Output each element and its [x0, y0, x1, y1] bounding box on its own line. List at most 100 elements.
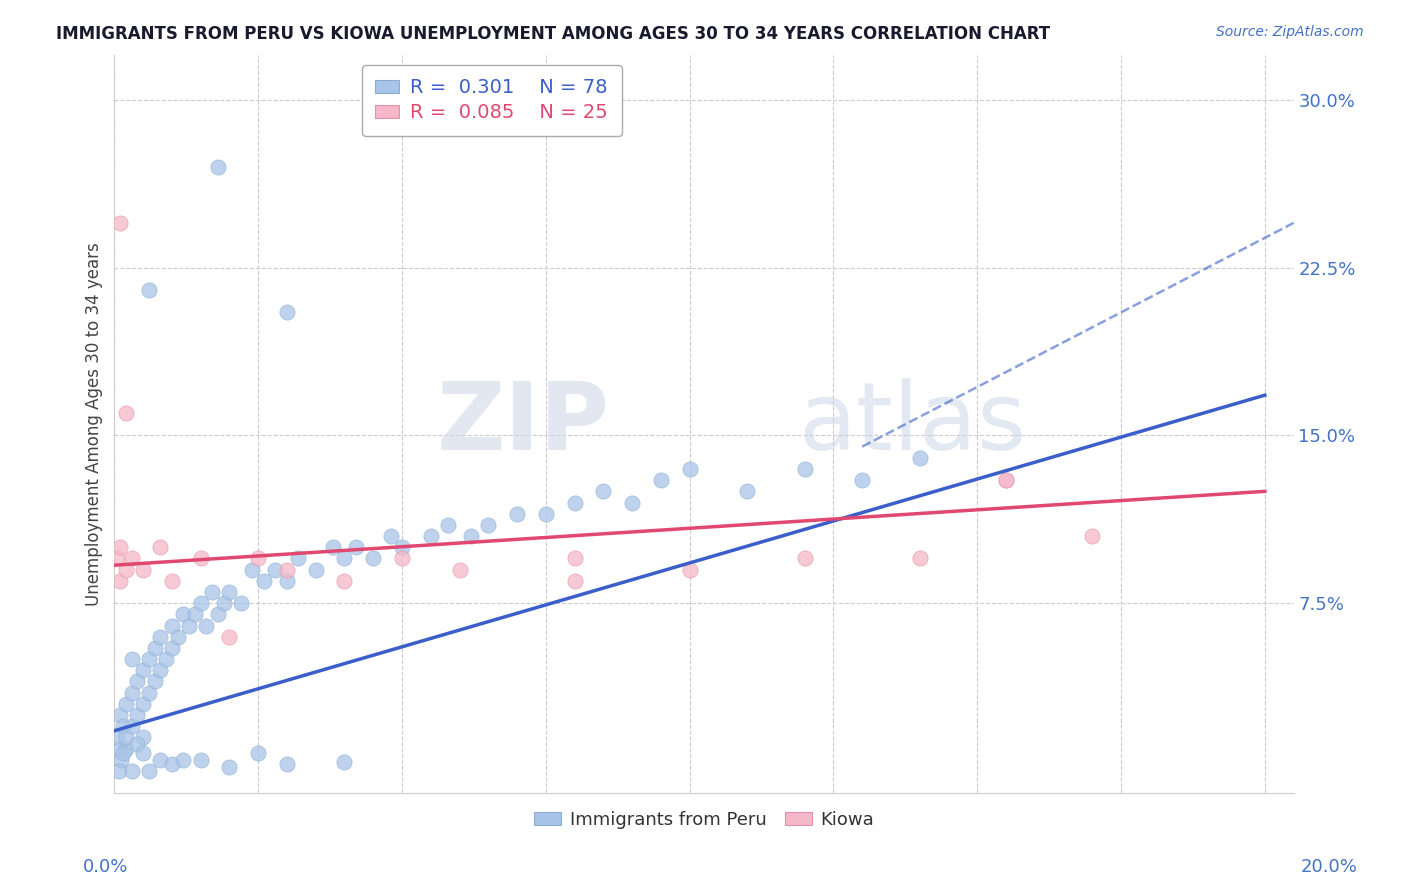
Immigrants from Peru	[564, 495, 586, 509]
Immigrants from Peru	[132, 731, 155, 745]
Immigrants from Peru	[149, 663, 172, 677]
Immigrants from Peru	[391, 541, 413, 555]
Immigrants from Peru	[380, 529, 402, 543]
Immigrants from Peru	[108, 741, 131, 756]
Immigrants from Peru	[264, 563, 287, 577]
Kiowa	[247, 551, 270, 566]
Immigrants from Peru	[851, 473, 873, 487]
Immigrants from Peru	[650, 473, 672, 487]
Kiowa	[276, 563, 298, 577]
Immigrants from Peru	[437, 517, 460, 532]
Immigrants from Peru	[460, 529, 482, 543]
Kiowa	[564, 551, 586, 566]
Kiowa	[995, 473, 1018, 487]
Kiowa	[391, 551, 413, 566]
Immigrants from Peru	[160, 640, 183, 655]
Kiowa	[108, 574, 131, 588]
Immigrants from Peru	[212, 596, 235, 610]
Immigrants from Peru	[149, 753, 172, 767]
Kiowa	[449, 563, 471, 577]
Immigrants from Peru	[201, 585, 224, 599]
Immigrants from Peru	[333, 551, 356, 566]
Immigrants from Peru	[253, 574, 276, 588]
Immigrants from Peru	[735, 484, 758, 499]
Immigrants from Peru	[361, 551, 384, 566]
Immigrants from Peru	[247, 746, 270, 760]
Immigrants from Peru	[115, 731, 138, 745]
Immigrants from Peru	[127, 737, 149, 751]
Immigrants from Peru	[242, 563, 264, 577]
Immigrants from Peru	[190, 596, 212, 610]
Immigrants from Peru	[105, 731, 128, 745]
Immigrants from Peru	[121, 686, 143, 700]
Immigrants from Peru	[112, 746, 135, 760]
Kiowa	[160, 574, 183, 588]
Kiowa	[564, 574, 586, 588]
Immigrants from Peru	[172, 607, 194, 622]
Immigrants from Peru	[344, 541, 367, 555]
Immigrants from Peru	[333, 755, 356, 769]
Immigrants from Peru	[276, 574, 298, 588]
Immigrants from Peru	[115, 697, 138, 711]
Immigrants from Peru	[112, 719, 135, 733]
Kiowa	[1081, 529, 1104, 543]
Immigrants from Peru	[287, 551, 309, 566]
Kiowa	[108, 216, 131, 230]
Immigrants from Peru	[127, 708, 149, 723]
Kiowa	[190, 551, 212, 566]
Immigrants from Peru	[172, 753, 194, 767]
Immigrants from Peru	[121, 652, 143, 666]
Immigrants from Peru	[160, 618, 183, 632]
Immigrants from Peru	[207, 607, 229, 622]
Kiowa	[995, 473, 1018, 487]
Immigrants from Peru	[908, 450, 931, 465]
Immigrants from Peru	[132, 663, 155, 677]
Immigrants from Peru	[138, 283, 160, 297]
Immigrants from Peru	[621, 495, 644, 509]
Immigrants from Peru	[138, 764, 160, 778]
Immigrants from Peru	[110, 753, 132, 767]
Immigrants from Peru	[793, 462, 815, 476]
Kiowa	[121, 551, 143, 566]
Immigrants from Peru	[108, 764, 131, 778]
Kiowa	[108, 541, 131, 555]
Immigrants from Peru	[132, 697, 155, 711]
Immigrants from Peru	[218, 759, 240, 773]
Immigrants from Peru	[115, 741, 138, 756]
Immigrants from Peru	[143, 674, 166, 689]
Immigrants from Peru	[195, 618, 218, 632]
Immigrants from Peru	[132, 746, 155, 760]
Immigrants from Peru	[207, 160, 229, 174]
Kiowa	[218, 630, 240, 644]
Immigrants from Peru	[477, 517, 499, 532]
Kiowa	[793, 551, 815, 566]
Legend: Immigrants from Peru, Kiowa: Immigrants from Peru, Kiowa	[526, 804, 882, 836]
Immigrants from Peru	[179, 618, 201, 632]
Kiowa	[678, 563, 700, 577]
Kiowa	[149, 541, 172, 555]
Immigrants from Peru	[121, 719, 143, 733]
Kiowa	[115, 406, 138, 420]
Immigrants from Peru	[506, 507, 529, 521]
Immigrants from Peru	[322, 541, 344, 555]
Immigrants from Peru	[127, 674, 149, 689]
Immigrants from Peru	[190, 753, 212, 767]
Immigrants from Peru	[305, 563, 328, 577]
Immigrants from Peru	[166, 630, 188, 644]
Text: IMMIGRANTS FROM PERU VS KIOWA UNEMPLOYMENT AMONG AGES 30 TO 34 YEARS CORRELATION: IMMIGRANTS FROM PERU VS KIOWA UNEMPLOYME…	[56, 25, 1050, 43]
Kiowa	[132, 563, 155, 577]
Immigrants from Peru	[108, 708, 131, 723]
Kiowa	[333, 574, 356, 588]
Immigrants from Peru	[155, 652, 177, 666]
Text: atlas: atlas	[799, 378, 1026, 470]
Immigrants from Peru	[419, 529, 441, 543]
Immigrants from Peru	[218, 585, 240, 599]
Immigrants from Peru	[276, 305, 298, 319]
Immigrants from Peru	[534, 507, 557, 521]
Kiowa	[105, 551, 128, 566]
Text: 0.0%: 0.0%	[83, 858, 128, 876]
Immigrants from Peru	[149, 630, 172, 644]
Immigrants from Peru	[184, 607, 207, 622]
Y-axis label: Unemployment Among Ages 30 to 34 years: Unemployment Among Ages 30 to 34 years	[86, 243, 103, 607]
Text: 20.0%: 20.0%	[1301, 858, 1357, 876]
